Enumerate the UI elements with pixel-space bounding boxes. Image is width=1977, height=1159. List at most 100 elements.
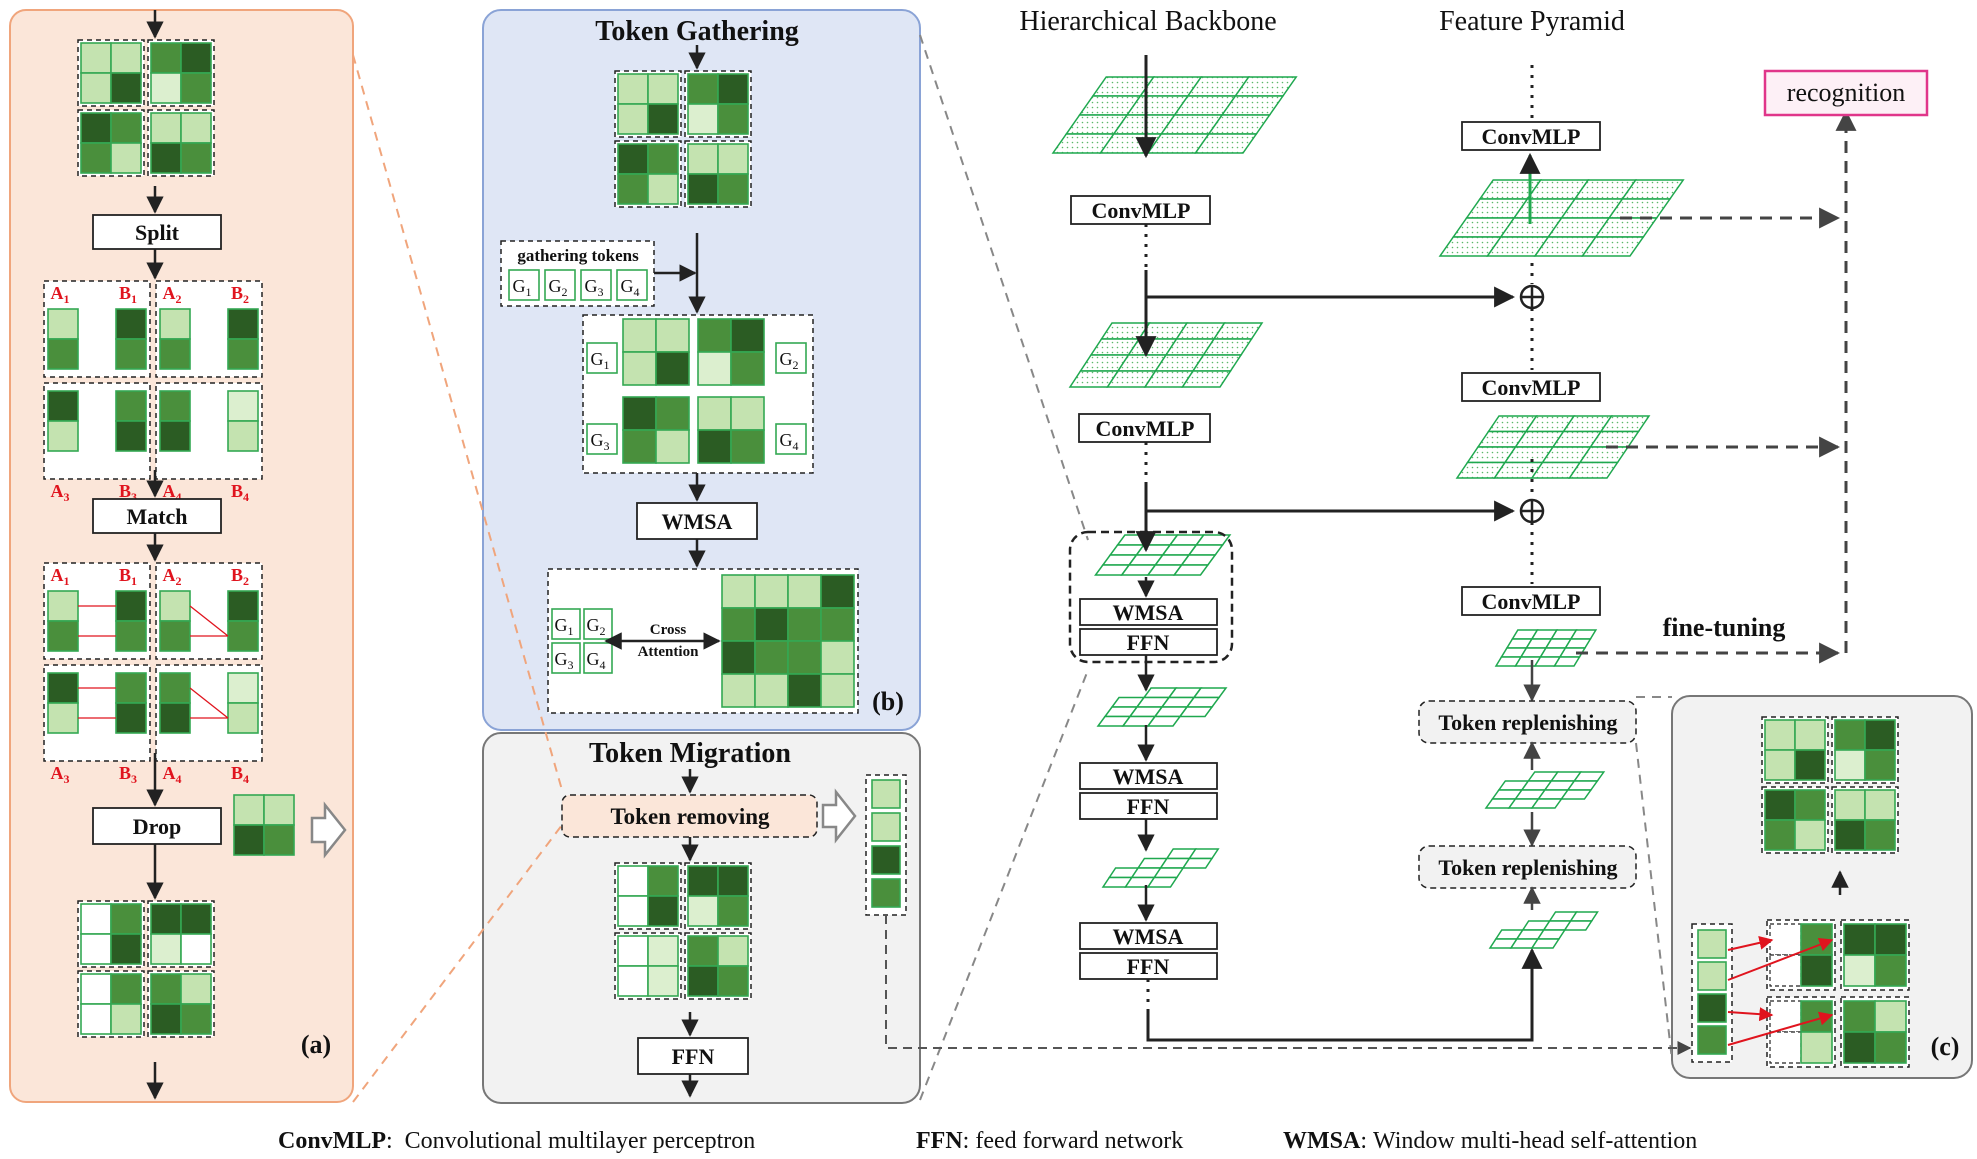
match-label: Match bbox=[126, 504, 187, 529]
token-a bbox=[159, 390, 191, 422]
legend-convmlp: ConvMLP: Convolutional multilayer percep… bbox=[278, 1128, 755, 1155]
token-label-sub: 1 bbox=[64, 574, 70, 588]
token-cell bbox=[697, 396, 732, 431]
grid-a-output bbox=[77, 900, 215, 1038]
token-cell bbox=[647, 965, 679, 997]
token-cell bbox=[110, 933, 142, 965]
token-cell bbox=[617, 73, 649, 105]
token-cell bbox=[180, 142, 212, 174]
removed-token bbox=[871, 812, 901, 842]
ffn-box-migration bbox=[637, 1037, 749, 1075]
attention-cell bbox=[721, 574, 756, 609]
token-cell bbox=[647, 73, 679, 105]
empty-token-slot bbox=[1769, 954, 1802, 987]
token-label-sub: 2 bbox=[243, 292, 249, 306]
token-cell bbox=[180, 42, 212, 74]
token-cell bbox=[1843, 1031, 1876, 1064]
gathering-token-sub: 4 bbox=[793, 439, 799, 453]
attention-cell bbox=[721, 640, 756, 675]
stage-block-highlight bbox=[1068, 530, 1234, 664]
gathering-token bbox=[508, 269, 540, 301]
token-cell bbox=[1764, 789, 1796, 821]
token-cell bbox=[1794, 819, 1826, 851]
gathering-token bbox=[544, 269, 576, 301]
legend-sep-ffn: : bbox=[962, 1128, 970, 1154]
token-label-sub: 4 bbox=[176, 772, 182, 786]
zoom-guides bbox=[352, 34, 1673, 1103]
token-removing-box bbox=[561, 794, 818, 838]
token-cell bbox=[1864, 719, 1896, 751]
token-cell bbox=[110, 973, 142, 1005]
token-cell bbox=[150, 42, 182, 74]
token-cell bbox=[1800, 954, 1833, 987]
feature-cell bbox=[1530, 938, 1561, 949]
token-b bbox=[227, 590, 259, 622]
gathering-token-sub: 1 bbox=[604, 358, 610, 372]
drop-box bbox=[92, 807, 222, 845]
token-b bbox=[227, 620, 259, 652]
token-cell bbox=[1874, 923, 1907, 956]
token-cell bbox=[717, 935, 749, 967]
token-cell bbox=[655, 396, 690, 431]
token-cell bbox=[1843, 954, 1876, 987]
token-cell bbox=[1834, 789, 1866, 821]
convmlp-label-1: ConvMLP bbox=[1092, 198, 1191, 223]
token-cell bbox=[717, 143, 749, 175]
attention-cell bbox=[820, 607, 855, 642]
token-cell bbox=[622, 429, 657, 464]
wmsa-label-3: WMSA bbox=[1113, 924, 1184, 949]
token-b bbox=[115, 620, 147, 652]
removed-token bbox=[871, 878, 901, 908]
removing-arrow-icon bbox=[821, 788, 857, 844]
token-cell bbox=[180, 973, 212, 1005]
cross-label: Cross bbox=[650, 622, 687, 638]
token-cell bbox=[150, 72, 182, 104]
token-cell bbox=[110, 903, 142, 935]
attention-cell bbox=[721, 607, 756, 642]
token-b bbox=[115, 420, 147, 452]
legend-desc-convmlp: Convolutional multilayer perceptron bbox=[404, 1128, 756, 1154]
token-b bbox=[115, 702, 147, 734]
pyramid-feature-3 bbox=[1494, 629, 1598, 667]
token-a bbox=[47, 420, 79, 452]
token-cell bbox=[150, 973, 182, 1005]
gathering-token-sub: 4 bbox=[634, 285, 640, 299]
drop-arrow-icon bbox=[310, 801, 347, 859]
legend-sep-wmsa: : bbox=[1360, 1128, 1368, 1154]
token-cell bbox=[687, 73, 719, 105]
token-cell bbox=[110, 142, 142, 174]
backbone-to-pyramid-path bbox=[1146, 947, 1543, 1042]
token-cell bbox=[647, 173, 679, 205]
token-cell bbox=[622, 318, 657, 353]
removed-tokens-path bbox=[885, 915, 1692, 1055]
token-a bbox=[159, 702, 191, 734]
dropped-tokens bbox=[233, 794, 295, 856]
legend-sep-convmlp: : bbox=[386, 1128, 393, 1154]
token-replenishing-box-1 bbox=[1418, 700, 1637, 744]
pyramid-convmlp-mid bbox=[1461, 372, 1601, 402]
attention-cell bbox=[787, 640, 822, 675]
token-b bbox=[227, 338, 259, 370]
attention-cell bbox=[820, 574, 855, 609]
token-cell bbox=[655, 318, 690, 353]
attention-cell bbox=[754, 607, 789, 642]
dropped-token bbox=[233, 794, 265, 826]
legend-wmsa: WMSA: Window multi-head self-attention bbox=[1283, 1128, 1697, 1155]
token-cell bbox=[150, 933, 182, 965]
token-a bbox=[159, 590, 191, 622]
match-line bbox=[189, 605, 229, 637]
feature-cell bbox=[1146, 876, 1179, 888]
replenish-token bbox=[1697, 961, 1727, 991]
match-box bbox=[92, 498, 222, 534]
gathering-token-sub: 1 bbox=[526, 285, 532, 299]
convmlp-label-2: ConvMLP bbox=[1096, 416, 1195, 441]
recognition-box bbox=[1763, 69, 1929, 117]
token-cell bbox=[730, 429, 765, 464]
convmlp-box-2 bbox=[1078, 413, 1211, 443]
split-box bbox=[92, 214, 222, 250]
feature-cell bbox=[1530, 798, 1563, 809]
gathering-token bbox=[616, 269, 648, 301]
token-cell bbox=[617, 103, 649, 135]
